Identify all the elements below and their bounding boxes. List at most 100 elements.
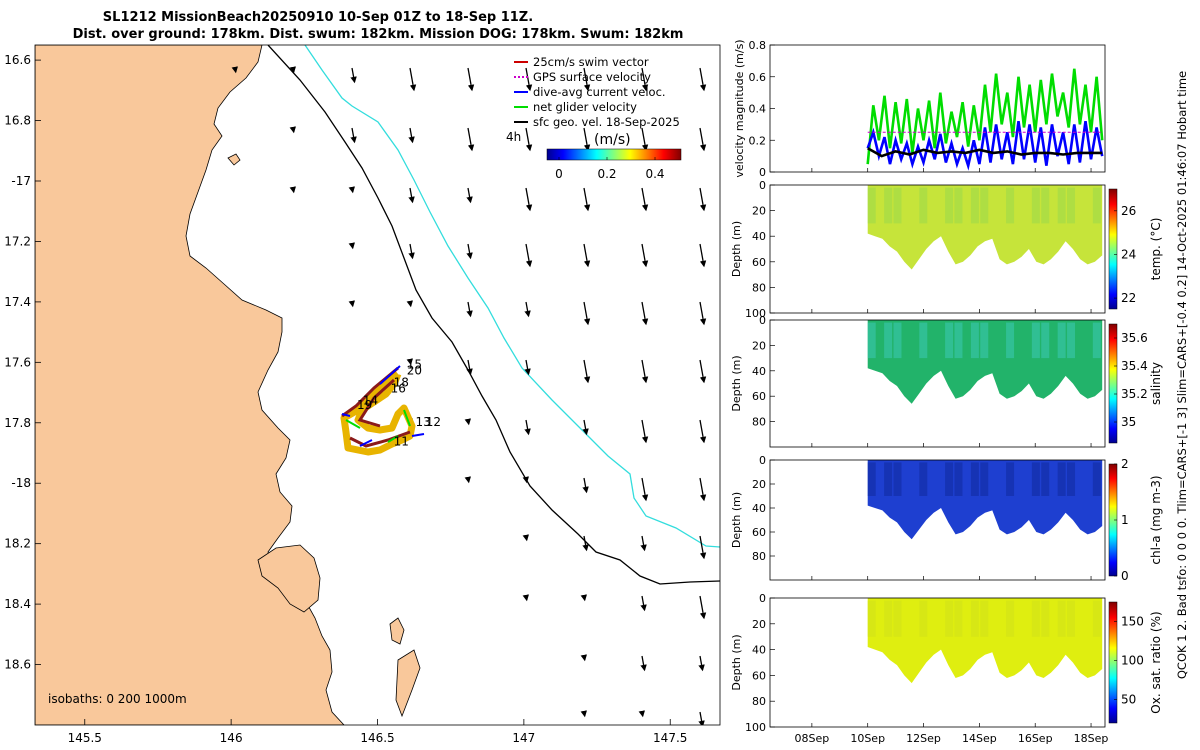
speed-colorbar-ticks: 0 0.2 0.4	[555, 157, 665, 181]
isobath-1000m	[304, 45, 720, 548]
day-label: 11	[394, 434, 409, 448]
legend-note: 4h	[506, 130, 521, 144]
section-variation	[1006, 322, 1015, 359]
velocity-arrow	[524, 301, 531, 318]
x-tick-label: 08Sep	[795, 732, 830, 745]
panel-frame	[769, 597, 1106, 728]
legend-entry: dive-avg current veloc.	[533, 85, 666, 99]
velocity-arrow	[522, 476, 529, 484]
map-y-tick-label: 17.4	[4, 295, 31, 309]
velocity-arrow	[350, 127, 357, 144]
velocity-arrow	[524, 359, 531, 376]
x-tick-label: 10Sep	[850, 732, 885, 745]
map-y-tick-label: 16.6	[4, 53, 31, 67]
section-variation	[884, 600, 893, 637]
section-variation	[867, 322, 876, 359]
depth-section-panel-3: 0 20 40 60 80 Depth (m) 0 1 2 chl-a (mg m-3)	[730, 454, 1163, 583]
colorbar-tick-label: 22	[1121, 291, 1136, 305]
section-variation	[980, 322, 989, 359]
map-y-tick-label: -17	[11, 174, 31, 188]
colorbar-label: chl-a (mg m-3)	[1149, 475, 1163, 564]
y-tick-label: 0	[759, 179, 766, 192]
velocity-arrow	[525, 187, 533, 212]
velocity-arrow	[466, 359, 473, 376]
y-tick-label: 20	[752, 339, 766, 352]
velocity-arrow	[467, 127, 475, 152]
x-tick-label: 18Sep	[1074, 732, 1109, 745]
isobaths-label: isobaths: 0 200 1000m	[48, 692, 187, 706]
y-tick-label: 20	[752, 618, 766, 631]
velocity-arrow	[583, 301, 591, 326]
map-x-tick-label: 147.5	[653, 731, 687, 745]
velocity-arrow	[231, 66, 238, 74]
series-line	[867, 147, 1103, 158]
depth-section-panel-2: 0 20 40 60 80 Depth (m) 35 35.2 35.4 35.6 salinity	[730, 314, 1163, 448]
y-axis-label: Depth (m)	[730, 492, 743, 548]
velocity-arrow	[638, 710, 645, 718]
section-variation	[1031, 462, 1040, 496]
y-tick-label: 0	[759, 592, 766, 605]
day-label: 12	[426, 415, 441, 429]
y-tick-label: 40	[752, 644, 766, 657]
colorbar-tick-label: 50	[1121, 693, 1136, 707]
colorbar-tick-label: 35.4	[1121, 359, 1148, 373]
section-variation	[1057, 322, 1066, 359]
velocity-arrow	[699, 535, 707, 560]
net-glider-vectors	[345, 409, 411, 443]
section-variation	[919, 187, 928, 224]
depth-section-panel-4: 0 20 40 60 80 100 Depth (m) 50 100 150 Ox. sat. ra…	[730, 592, 1163, 745]
map-y-tick-label: 17.6	[4, 355, 31, 369]
map-y-tick-label: 17.8	[4, 416, 31, 430]
section-variation	[1041, 462, 1050, 496]
x-tick-label: 16Sep	[1018, 732, 1053, 745]
section-variation	[1006, 187, 1015, 224]
velocity-arrow	[580, 594, 587, 602]
y-tick-label: 60	[752, 256, 766, 269]
series-line	[866, 68, 1104, 165]
section-variation	[867, 462, 876, 496]
y-tick-label: 0.2	[749, 134, 767, 147]
velocity-arrow	[350, 67, 357, 84]
y-tick-label: 0.8	[749, 39, 767, 52]
velocity-arrow	[583, 359, 591, 384]
section-variation	[1092, 187, 1101, 224]
velocity-arrow	[406, 300, 413, 308]
day-label: 19	[357, 398, 372, 412]
section-variation	[970, 600, 979, 637]
velocity-arrow	[699, 301, 707, 326]
colorbar-tick-label: 35	[1121, 415, 1136, 429]
section-variation	[867, 600, 876, 637]
section-variation	[945, 462, 954, 496]
day-label: 13	[416, 415, 431, 429]
y-tick-label: 80	[752, 281, 766, 294]
colorbar-tick-label: 0	[1121, 569, 1129, 583]
y-tick-label: 20	[752, 478, 766, 491]
section-colorbar	[1108, 601, 1118, 724]
side-info-label: QCOK 1 2. Bad tsfo: 0 0 0 0. Tlim=CARS+[…	[1175, 71, 1189, 679]
velocity-arrow	[699, 359, 707, 384]
island-hinchinbrook	[257, 544, 321, 613]
section-colorbar	[1108, 188, 1118, 310]
y-tick-label: 0	[759, 314, 766, 327]
section-variation	[954, 322, 963, 359]
velocity-arrow	[408, 243, 415, 260]
section-variation	[919, 600, 928, 637]
section-variation	[1057, 187, 1066, 224]
colorbar-tick-label: 0.2	[597, 167, 616, 181]
x-tick-label: 14Sep	[962, 732, 997, 745]
colorbar-tick-label: 35.2	[1121, 387, 1148, 401]
velocity-arrow	[580, 654, 587, 662]
map-y-tick-label: 16.8	[4, 114, 31, 128]
colorbar-units: (m/s)	[594, 132, 631, 148]
y-tick-label: 100	[745, 721, 766, 734]
y-tick-label: 60	[752, 390, 766, 403]
colorbar-tick-label: 26	[1121, 204, 1136, 218]
colorbar-tick-label: 0	[555, 167, 563, 181]
y-tick-label: 40	[752, 365, 766, 378]
section-variation	[1067, 462, 1076, 496]
y-tick-label: 80	[752, 416, 766, 429]
